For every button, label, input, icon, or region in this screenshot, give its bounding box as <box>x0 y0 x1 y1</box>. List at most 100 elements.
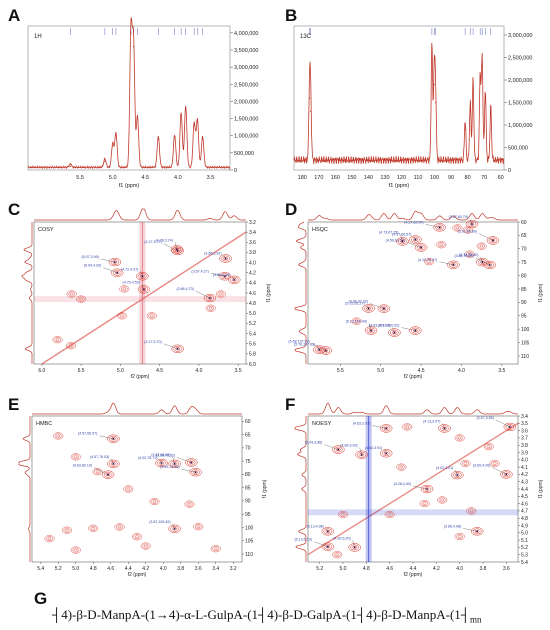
cross-peak-contour <box>470 527 484 536</box>
contour-spot <box>53 432 64 440</box>
y-tick-label: 4.8 <box>521 516 528 522</box>
contour-spot <box>333 552 341 558</box>
label-leader <box>103 267 118 273</box>
cross-peak-contour <box>504 472 509 476</box>
spectrum-tag: NOESY <box>312 421 332 427</box>
label-leader <box>210 273 225 277</box>
contour-spot <box>466 251 473 257</box>
cross-peak-point <box>224 257 227 260</box>
y-tick-label: 3.9 <box>521 450 528 456</box>
contour-spot <box>77 296 85 302</box>
cross-peak-contour <box>424 487 430 491</box>
y-tick-label: 3.7 <box>521 436 528 442</box>
contour-spot <box>492 462 497 465</box>
contour-spot <box>462 461 469 466</box>
label-leader <box>232 276 235 280</box>
cross-peak-point <box>443 427 446 430</box>
y-tick-label: 4,000,000 <box>234 31 258 37</box>
cross-peak-contour <box>368 328 374 333</box>
cross-peak-point <box>173 462 176 465</box>
plot-frame <box>27 25 231 171</box>
cross-peak-label: (4.28,3.74) <box>156 238 173 242</box>
cross-peak-contour <box>507 425 513 429</box>
cross-peak-label: (4.72,4.27) <box>121 267 138 271</box>
contour-spot <box>72 454 80 460</box>
solvent-stripe-h <box>308 509 518 516</box>
contour-spot <box>397 464 405 470</box>
y-tick-label: 70 <box>521 247 527 253</box>
contour-spot <box>120 314 124 318</box>
cross-peak-contour <box>136 272 149 281</box>
cross-peak-contour <box>191 469 200 476</box>
cross-peak-label: (3.87,76.02) <box>151 453 170 457</box>
contour-spot <box>210 545 221 553</box>
contour-spot <box>70 546 81 554</box>
cross-peak-label: (5.04,3.86) <box>305 441 322 445</box>
cross-peak-contour <box>168 524 181 533</box>
structure-formula: ┤4)-β-D-ManpA-(1→4)-α-L-GulpA-(1┤4)-β-D-… <box>52 607 482 625</box>
label-leader <box>425 224 440 228</box>
cross-peak-label: (4.10,75.97) <box>418 258 437 262</box>
panel-f-letter: F <box>285 395 296 414</box>
contour-spot <box>68 291 76 297</box>
contour-spot <box>466 507 477 515</box>
cross-peak-contour <box>350 544 359 551</box>
cross-peak-contour <box>325 529 331 533</box>
cross-peak-contour <box>488 237 498 244</box>
contour-spot <box>88 524 99 532</box>
peak-point <box>132 45 135 48</box>
label-leader <box>141 284 145 290</box>
cross-peak-label: (4.50,69.50) <box>386 238 405 242</box>
y-tick-label: 5.4 <box>521 560 528 566</box>
x-tick-label: 4.0 <box>456 566 463 572</box>
cross-peak-point <box>190 461 193 464</box>
contour-spot <box>52 336 63 344</box>
y-tick-label: 4.0 <box>249 260 256 266</box>
cross-peak-contour <box>447 260 460 269</box>
x-axis-label: f1 (ppm) <box>389 183 410 189</box>
cross-peak-label: (3.57,3.55) <box>476 416 493 420</box>
label-leader <box>480 257 483 263</box>
label-leader <box>413 236 416 240</box>
x-axis-label: f2 (ppm) <box>128 572 147 578</box>
contour-spot <box>457 436 462 440</box>
contour-spot <box>437 242 445 248</box>
cross-peak-point <box>176 248 178 251</box>
cross-peak-point <box>176 347 179 350</box>
cross-peak-contour <box>409 326 422 335</box>
contour-spot <box>148 313 156 319</box>
cross-peak-contour <box>107 459 120 469</box>
y-tick-label: 3.8 <box>249 250 256 256</box>
spectrum-tag: 13C <box>300 34 312 40</box>
contour-spot <box>89 525 97 531</box>
cross-peak-label: (4.02,4.21) <box>436 466 453 470</box>
x-tick-label: 5.5 <box>76 175 84 181</box>
contour-spot <box>424 258 435 266</box>
y-tick-label: 3.6 <box>249 240 256 246</box>
cross-peak-contour <box>359 453 364 457</box>
cross-peak-point <box>173 527 176 530</box>
cross-peak-contour <box>396 237 409 246</box>
cross-peak-label: (4.57,66.57) <box>392 233 411 237</box>
x-tick-label: 3.6 <box>195 566 202 572</box>
y-tick-label: 60 <box>245 419 251 425</box>
cross-peak-label: (3.87,60.79) <box>449 215 468 219</box>
contour-spot <box>454 225 461 231</box>
cross-peak-label: (3.67,4.27) <box>191 269 208 273</box>
cross-peak-contour <box>203 293 217 303</box>
contour-spot <box>452 224 463 232</box>
y-tick-label: 80 <box>521 273 527 279</box>
contour-spot <box>117 525 122 529</box>
cross-peak-contour <box>221 255 230 262</box>
contour-spot <box>76 295 87 303</box>
x-tick-label: 90 <box>448 175 454 181</box>
cross-peak-label: (3.65,76.03) <box>454 254 473 258</box>
cross-peak-contour <box>413 329 418 333</box>
peak-point <box>490 115 492 117</box>
cross-peak-contour <box>171 344 184 353</box>
contour-spot <box>47 537 52 540</box>
y-tick-label: 4.8 <box>249 301 256 307</box>
cross-peak-point <box>456 474 459 477</box>
y-tick-label: 65 <box>521 233 527 239</box>
y-tick-label: 2,000,000 <box>508 78 532 84</box>
